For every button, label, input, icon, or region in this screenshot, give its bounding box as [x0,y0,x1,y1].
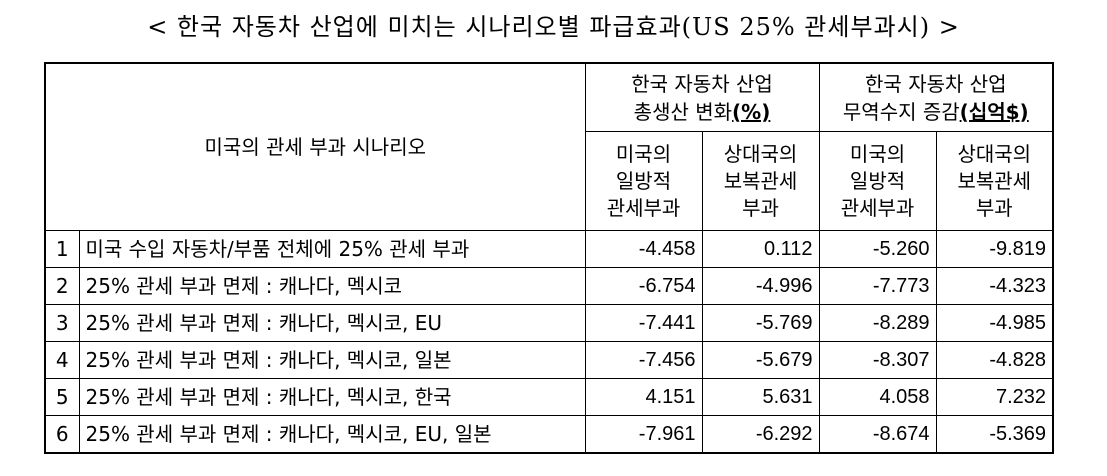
value-cell: 5.631 [701,378,820,416]
row-number: 2 [44,267,80,305]
group-header-line1: 한국 자동차 산업 [865,71,1007,96]
group-header-trade-balance: 한국 자동차 산업 무역수지 증감(십억$) [818,62,1054,132]
value-cell: -7.441 [584,304,703,342]
group-header-line2: 총생산 변화(%) [633,99,771,124]
scenario-cell: 미국 수입 자동차/부품 전체에 25% 관세 부과 [78,230,586,268]
scenario-column-header: 미국의 관세 부과 시나리오 [44,62,586,231]
value-cell: -4.323 [935,267,1054,305]
row-number: 6 [44,415,80,454]
value-cell: -4.985 [935,304,1054,342]
value-cell: -8.674 [818,415,937,454]
value-cell: 7.232 [935,378,1054,416]
row-number: 1 [44,230,80,268]
value-cell: -5.369 [935,415,1054,454]
group-header-line1: 한국 자동차 산업 [631,71,773,96]
scenario-cell: 25% 관세 부과 면제 : 캐나다, 멕시코, EU, 일본 [78,415,586,454]
sub-header-us-unilateral: 미국의 일방적 관세부과 [818,131,937,231]
group-header-unit: (십억$) [959,99,1029,124]
scenario-cell: 25% 관세 부과 면제 : 캐나다, 멕시코, 일본 [78,341,586,379]
row-number: 5 [44,378,80,416]
scenario-cell: 25% 관세 부과 면제 : 캐나다, 멕시코, 한국 [78,378,586,416]
table-row: 6 25% 관세 부과 면제 : 캐나다, 멕시코, EU, 일본 -7.961… [44,415,1054,454]
value-cell: 4.058 [818,378,937,416]
value-cell: -7.961 [584,415,703,454]
value-cell: -8.307 [818,341,937,379]
value-cell: -4.828 [935,341,1054,379]
value-cell: -5.679 [701,341,820,379]
value-cell: -5.769 [701,304,820,342]
scenario-impact-table: 미국의 관세 부과 시나리오 한국 자동차 산업 총생산 변화(%) 한국 자동… [44,62,1055,454]
row-number: 4 [44,341,80,379]
group-header-production: 한국 자동차 산업 총생산 변화(%) [584,62,820,132]
sub-header-retaliation: 상대국의 보복관세 부과 [935,131,1054,231]
sub-header-retaliation: 상대국의 보복관세 부과 [701,131,820,231]
value-cell: -8.289 [818,304,937,342]
value-cell: 0.112 [701,230,820,268]
scenario-cell: 25% 관세 부과 면제 : 캐나다, 멕시코 [78,267,586,305]
group-header-line2: 무역수지 증감(십억$) [842,99,1029,124]
row-number: 3 [44,304,80,342]
table-row: 4 25% 관세 부과 면제 : 캐나다, 멕시코, 일본 -7.456 -5.… [44,341,1054,379]
table-row: 1 미국 수입 자동차/부품 전체에 25% 관세 부과 -4.458 0.11… [44,230,1054,268]
table-row: 3 25% 관세 부과 면제 : 캐나다, 멕시코, EU -7.441 -5.… [44,304,1054,342]
sub-header-us-unilateral: 미국의 일방적 관세부과 [584,131,703,231]
value-cell: -4.458 [584,230,703,268]
value-cell: -6.754 [584,267,703,305]
value-cell: -9.819 [935,230,1054,268]
table-row: 5 25% 관세 부과 면제 : 캐나다, 멕시코, 한국 4.151 5.63… [44,378,1054,416]
value-cell: 4.151 [584,378,703,416]
value-cell: -7.773 [818,267,937,305]
header-row-groups: 미국의 관세 부과 시나리오 한국 자동차 산업 총생산 변화(%) 한국 자동… [44,62,1054,231]
table-title: < 한국 자동차 산업에 미치는 시나리오별 파급효과(US 25% 관세부과시… [147,13,960,41]
scenario-cell: 25% 관세 부과 면제 : 캐나다, 멕시코, EU [78,304,586,342]
value-cell: -4.996 [701,267,820,305]
value-cell: -5.260 [818,230,937,268]
group-header-unit: (%) [732,99,771,124]
value-cell: -6.292 [701,415,820,454]
value-cell: -7.456 [584,341,703,379]
header-row-subcolumns: 미국의 일방적 관세부과 상대국의 보복관세 부과 미국의 일방적 관세부과 상… [45,131,1054,231]
table-row: 2 25% 관세 부과 면제 : 캐나다, 멕시코 -6.754 -4.996 … [44,267,1054,305]
